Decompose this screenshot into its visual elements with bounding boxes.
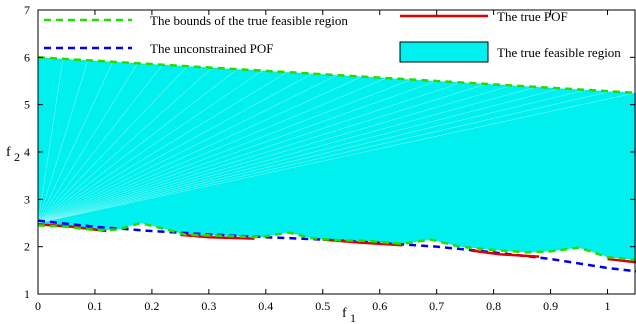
feasible-region-hatch <box>37 80 437 224</box>
y-tick-label: 5 <box>24 98 30 112</box>
y-axis-label-subscript: 2 <box>14 150 20 164</box>
feasible-region-hatch <box>37 68 238 224</box>
x-axis-label: f <box>342 306 347 321</box>
y-tick-label: 1 <box>24 287 30 301</box>
upper-bound-line <box>37 56 636 95</box>
x-tick-label: 0.2 <box>144 299 159 313</box>
true-pof-segment <box>180 233 255 240</box>
x-axis-label-subscript: 1 <box>350 311 356 324</box>
feasible-region-hatch <box>37 64 163 224</box>
feasible-region-hatch <box>37 74 338 224</box>
feasible-region-hatch <box>37 83 487 224</box>
y-tick-label: 6 <box>24 50 30 64</box>
x-tick-label: 0.4 <box>258 299 273 313</box>
feasible-region-hatch <box>37 77 387 224</box>
x-tick-label: 0.6 <box>372 299 387 313</box>
true-pof-segment <box>37 223 107 233</box>
feasible-region-hatch <box>37 91 612 224</box>
x-tick-label: 0.3 <box>201 299 216 313</box>
feasible-region-hatch <box>37 70 263 224</box>
legend: The bounds of the true feasible region T… <box>44 9 621 63</box>
legend-label-bounds: The bounds of the true feasible region <box>150 13 348 28</box>
x-tick-label: 0 <box>35 299 41 313</box>
feasible-region-hatch <box>37 88 562 224</box>
feasible-region-hatch <box>37 73 313 224</box>
legend-label-unconstrained: The unconstrained POF <box>150 41 273 56</box>
y-axis-label: f <box>6 145 11 160</box>
legend-label-true-pof: The true POF <box>497 9 568 24</box>
feasible-region-hatch <box>37 85 512 224</box>
x-tick-label: 0.5 <box>315 299 330 313</box>
y-tick-label: 4 <box>24 145 30 159</box>
feasible-region-hatch <box>37 61 114 224</box>
feasible-region-hatch <box>37 58 64 224</box>
x-tick-label: 0.9 <box>543 299 558 313</box>
feasible-region-hatch <box>37 82 462 224</box>
feasible-region-hatch <box>37 92 636 224</box>
feasible-region-hatch <box>37 79 412 224</box>
feasible-region-hatch <box>37 63 138 224</box>
lower-bound-line <box>37 221 636 262</box>
feasible-region-hatch <box>37 60 89 224</box>
true-pof-segment <box>607 257 636 264</box>
x-tick-label: 0.8 <box>486 299 501 313</box>
legend-swatch-feasible-region <box>399 41 489 63</box>
x-tick-label: 1 <box>605 299 611 313</box>
y-tick-label: 7 <box>24 3 30 17</box>
plot-area <box>37 56 636 273</box>
feasible-region-hatch <box>37 66 188 224</box>
legend-label-feasible-region: The true feasible region <box>497 45 621 60</box>
true-pof-segment <box>470 249 540 258</box>
feasible-region-hatch <box>37 67 213 224</box>
feasible-region-hatch <box>37 89 587 224</box>
feasible-region-hatch <box>37 71 288 224</box>
y-tick-label: 2 <box>24 240 30 254</box>
feasible-region-hatch <box>37 76 363 224</box>
x-tick-label: 0.1 <box>87 299 102 313</box>
axis-ticks: 0 0.1 0.2 0.3 0.4 0.5 0.6 0.7 0.8 0.9 1 1 2 3 4 5 6 7 <box>24 3 635 313</box>
feasible-region-hatch <box>37 86 537 224</box>
x-tick-label: 0.7 <box>429 299 444 313</box>
y-tick-label: 3 <box>24 192 30 206</box>
